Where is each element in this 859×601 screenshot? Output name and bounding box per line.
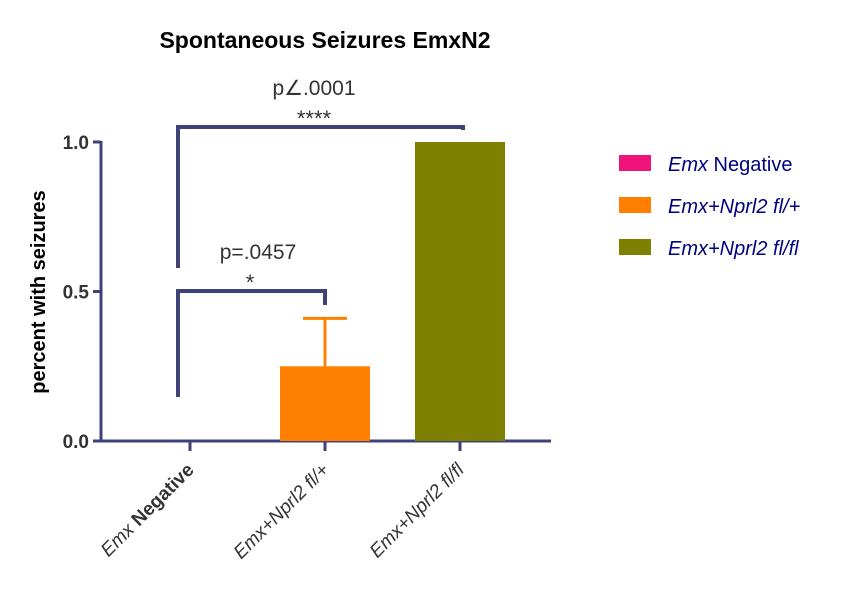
legend-label: Emx+Nprl2 fl/+ [668,196,800,218]
y-tick-label: 0.0 [63,432,89,453]
legend-label: Emx+Nprl2 fl/fl [668,238,799,260]
bar-3 [415,142,505,441]
x-label-italic: Emx+Nprl2 fl/fl [366,459,469,562]
x-label-italic: Emx+Nprl2 fl/+ [230,460,334,564]
significance-stars: * [246,270,255,295]
y-axis-label: percent with seizures [28,190,50,393]
legend-label-plain: Negative [708,154,793,176]
legend-label-italic: Emx+Nprl2 fl/fl [668,238,799,260]
chart-title: Spontaneous Seizures EmxN2 [159,27,490,53]
x-tick-label: Emx+Nprl2 fl/+ [230,460,334,564]
legend-swatch [619,197,651,213]
legend-label-italic: Emx+Nprl2 fl/+ [668,196,800,218]
y-tick-label: 1.0 [63,133,89,154]
legend-swatch [619,155,651,171]
significance-stars: **** [297,106,332,131]
y-tick-label: 0.5 [63,283,90,304]
legend-swatch [619,239,651,255]
p-value-label: p=.0457 [220,241,297,264]
bar-2 [280,366,370,441]
x-tick-label: Emx+Nprl2 fl/fl [366,459,469,562]
legend-label-italic: Emx [668,154,709,176]
significance-bracket [176,289,327,397]
p-value-label: p∠.0001 [272,77,355,100]
legend-label: Emx Negative [668,154,793,176]
x-tick-label: Emx Negative [97,460,198,561]
significance-bracket [176,125,465,268]
x-label-bold: Negative [124,460,199,535]
